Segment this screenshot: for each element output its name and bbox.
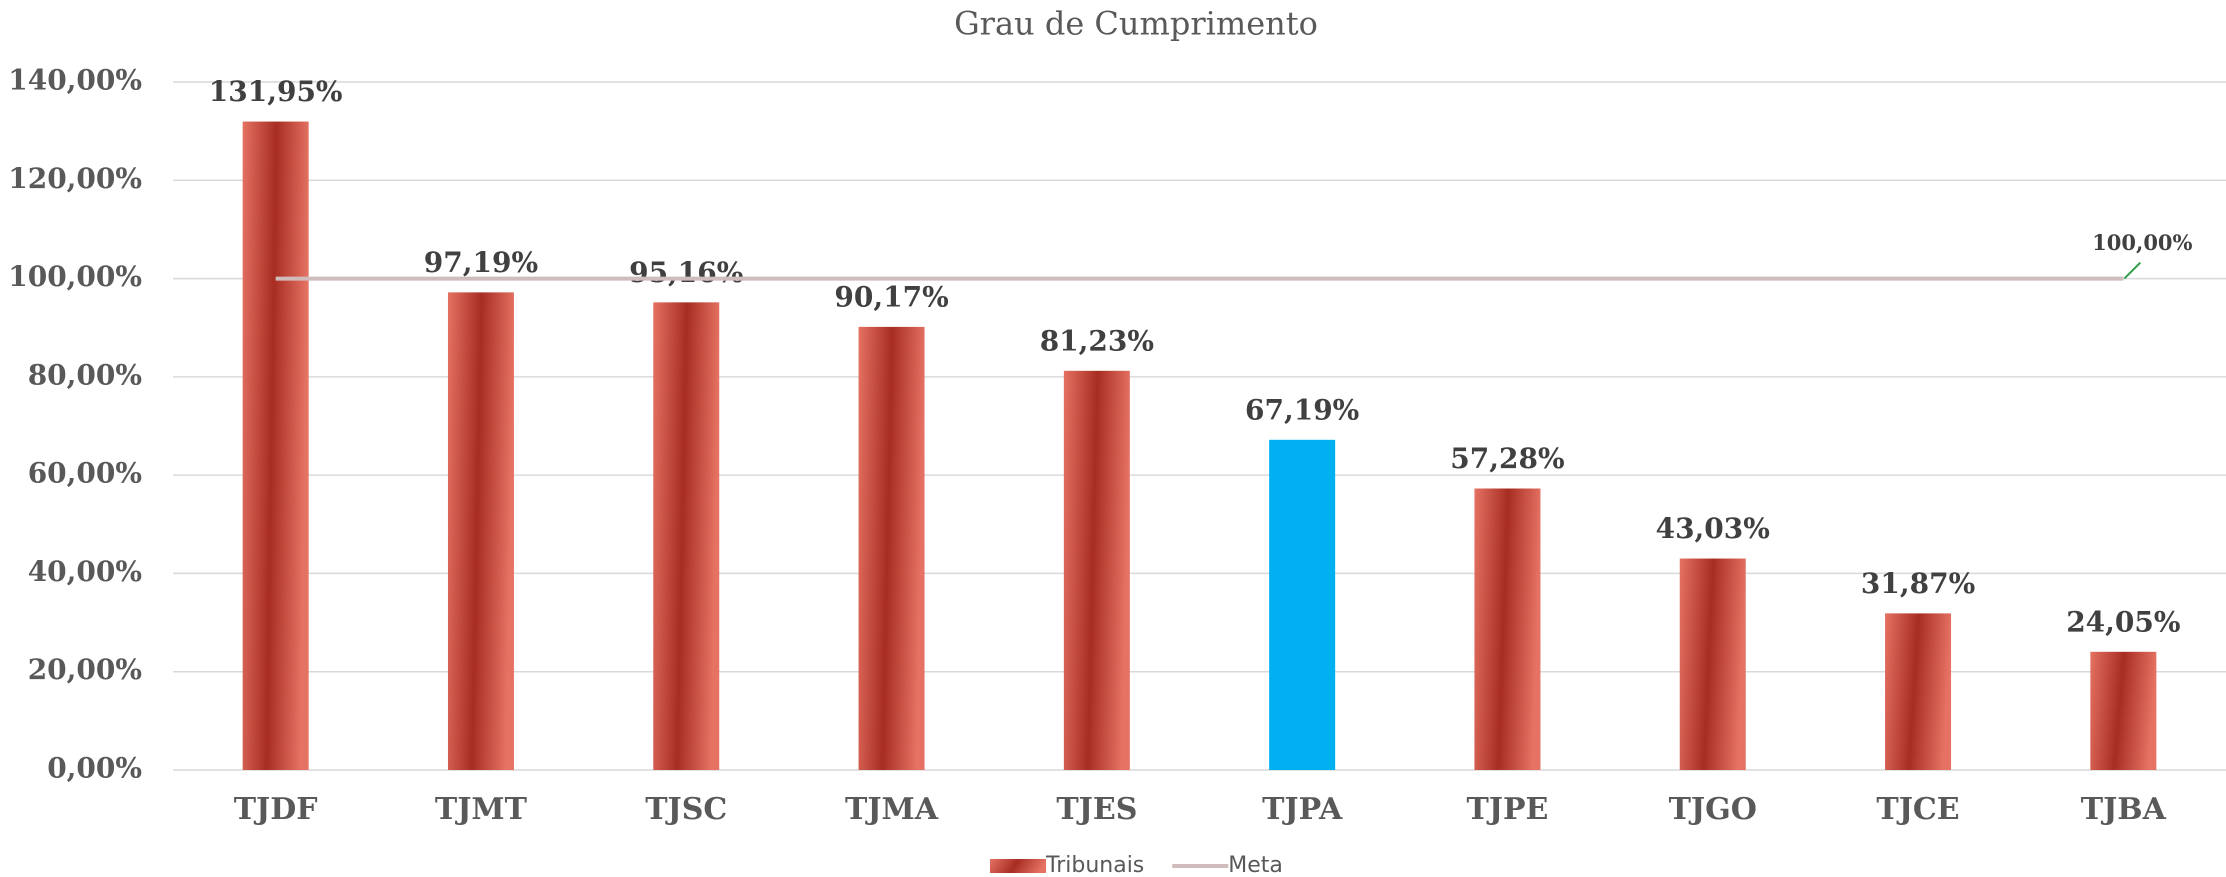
y-tick-label: 140,00%	[8, 64, 142, 97]
bar	[242, 121, 309, 770]
bar	[1063, 370, 1130, 770]
data-label: 90,17%	[834, 280, 948, 313]
bar	[1474, 488, 1541, 770]
x-tick-label: TJSC	[645, 792, 727, 827]
x-tick-label: TJGO	[1669, 792, 1757, 827]
data-label: 131,95%	[209, 75, 343, 108]
bar	[653, 302, 720, 770]
data-label: 31,87%	[1861, 567, 1975, 600]
legend-label: Meta	[1228, 853, 1283, 877]
legend-label: Tribunais	[1045, 853, 1144, 877]
data-label: 100,00%	[2092, 230, 2192, 255]
x-tick-label: TJMA	[845, 792, 939, 827]
x-tick-label: TJBA	[2081, 792, 2167, 827]
x-tick-label: TJMT	[435, 792, 528, 827]
bar	[2090, 651, 2157, 770]
bar	[1679, 558, 1746, 770]
x-tick-label: TJPA	[1262, 792, 1343, 827]
y-tick-label: 80,00%	[28, 358, 142, 391]
data-label: 43,03%	[1656, 512, 1770, 545]
x-tick-label: TJPE	[1466, 792, 1548, 827]
y-tick-label: 120,00%	[8, 162, 142, 195]
y-tick-label: 40,00%	[28, 555, 142, 588]
x-tick-label: TJDF	[234, 792, 318, 827]
data-label: 97,19%	[424, 246, 538, 279]
data-label: 24,05%	[2066, 605, 2180, 638]
chart-title: Grau de Cumprimento	[954, 5, 1318, 43]
x-tick-label: TJCE	[1876, 792, 1959, 827]
label-leader	[2123, 261, 2142, 280]
data-label: 67,19%	[1245, 393, 1359, 426]
bar	[1269, 439, 1336, 770]
y-tick-label: 20,00%	[28, 653, 142, 686]
data-label: 95,16%	[629, 256, 743, 289]
y-tick-label: 0,00%	[47, 752, 142, 785]
bar	[447, 292, 514, 770]
x-tick-label: TJES	[1056, 792, 1137, 827]
bar	[858, 326, 925, 770]
bar	[1885, 613, 1952, 770]
data-label: 57,28%	[1450, 442, 1564, 475]
y-tick-label: 100,00%	[8, 260, 142, 293]
y-tick-label: 60,00%	[28, 457, 142, 490]
legend-swatch	[990, 859, 1046, 873]
data-label: 81,23%	[1040, 324, 1154, 357]
